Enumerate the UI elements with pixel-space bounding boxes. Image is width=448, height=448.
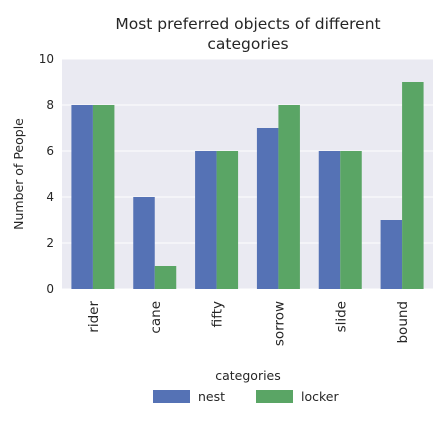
x-axis-label: categories — [215, 368, 281, 383]
y-tick-label: 0 — [46, 282, 54, 296]
chart-title-line-1: Most preferred objects of different — [115, 15, 380, 33]
y-tick-label: 6 — [46, 144, 54, 158]
bar-nest-cane — [133, 197, 155, 289]
bar-nest-rider — [71, 105, 93, 289]
legend-label-nest: nest — [198, 389, 225, 404]
legend-label-locker: locker — [301, 389, 339, 404]
y-tick-label: 4 — [46, 190, 54, 204]
bar-locker-bound — [402, 82, 424, 289]
bar-nest-bound — [381, 220, 403, 289]
x-tick-label-sorrow: sorrow — [271, 301, 287, 346]
x-tick-label-slide: slide — [333, 301, 349, 332]
bar-locker-cane — [155, 266, 177, 289]
bar-nest-slide — [319, 151, 341, 289]
chart-title-line-2: categories — [207, 35, 288, 53]
y-tick-label: 8 — [46, 98, 54, 112]
legend-swatch-nest — [153, 390, 190, 403]
x-tick-label-fifty: fifty — [210, 301, 226, 327]
bar-nest-sorrow — [257, 128, 279, 289]
x-tick-label-cane: cane — [148, 301, 164, 334]
y-axis-label: Number of People — [11, 118, 26, 230]
bar-locker-rider — [93, 105, 115, 289]
bar-nest-fifty — [195, 151, 217, 289]
bar-locker-sorrow — [278, 105, 300, 289]
x-tick-label-bound: bound — [395, 301, 411, 344]
y-tick-label: 2 — [46, 236, 54, 250]
plot-area — [62, 59, 433, 289]
legend-swatch-locker — [256, 390, 293, 403]
bar-locker-fifty — [217, 151, 239, 289]
y-tick-label: 10 — [39, 52, 54, 66]
bar-locker-slide — [340, 151, 362, 289]
x-tick-label-rider: rider — [86, 301, 102, 333]
